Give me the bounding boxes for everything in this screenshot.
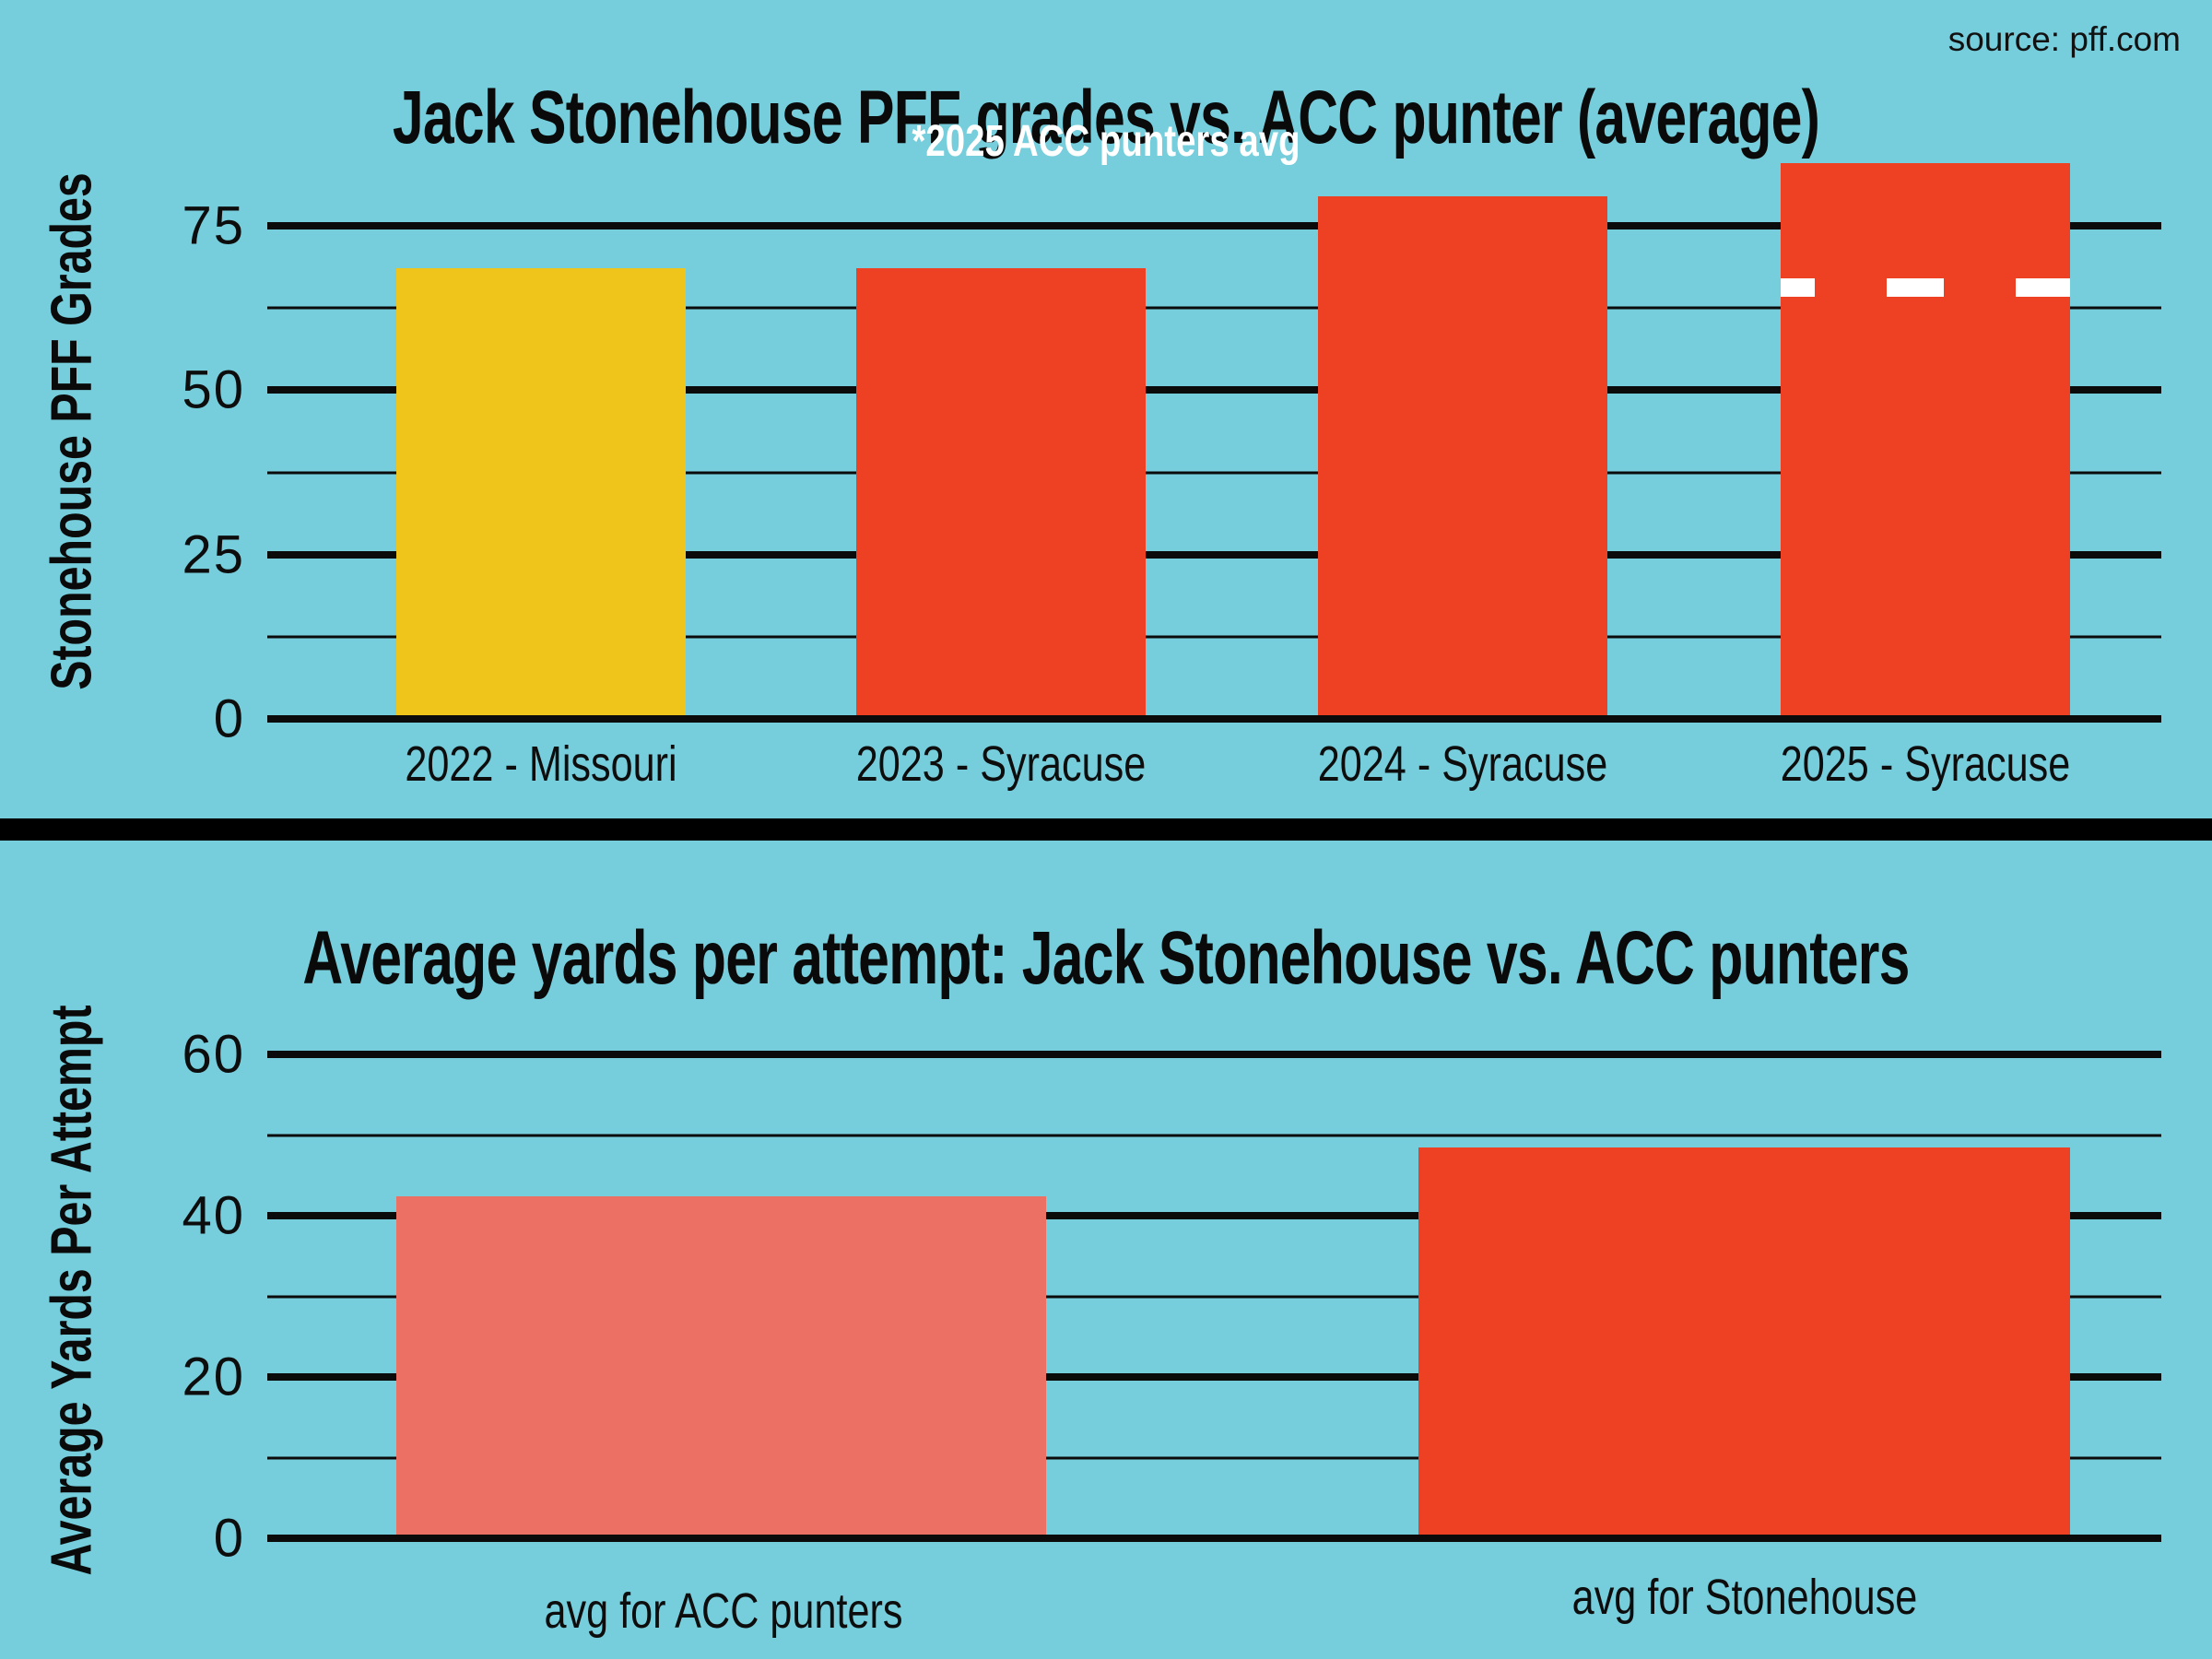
y-tick-label: 50 bbox=[182, 359, 245, 420]
y-tick-label: 0 bbox=[213, 688, 245, 749]
minor-gridline bbox=[267, 1134, 2161, 1136]
bottom-plot-area: 0 20 40 60 avg for ACC punters avg for Stone… bbox=[182, 1025, 2161, 1639]
major-gridline: 75 bbox=[182, 196, 2161, 256]
bar bbox=[1318, 195, 1607, 715]
y-tick-label: 25 bbox=[182, 524, 245, 585]
top-chart-title: Jack Stonehouse PFF grades vs. ACC punte… bbox=[392, 75, 1820, 159]
section-divider bbox=[0, 818, 2212, 841]
acc-average-dashed-line bbox=[1781, 278, 2070, 298]
top-chart-subtitle: *2025 ACC punters avg bbox=[912, 117, 1300, 166]
y-tick-label: 60 bbox=[182, 1024, 245, 1085]
source-note: source: pff.com bbox=[1947, 20, 2181, 58]
x-category-label: avg for ACC punters bbox=[544, 1583, 903, 1639]
y-tick-label: 40 bbox=[182, 1185, 245, 1246]
top-y-axis-label-text: Stonehouse PFF Grades bbox=[40, 172, 104, 690]
x-category-label: 2024 - Syracuse bbox=[1317, 736, 1608, 792]
x-category-label: 2025 - Syracuse bbox=[1780, 736, 2071, 792]
bar bbox=[1781, 162, 2070, 715]
x-category-label: 2023 - Syracuse bbox=[855, 736, 1147, 792]
major-gridline: 20 bbox=[182, 1347, 2161, 1407]
bar bbox=[1418, 1147, 2070, 1535]
y-tick-label: 20 bbox=[182, 1347, 245, 1407]
top-plot-area: 0 25 50 75 2022 - Missouri 2023 - Syracuse 20… bbox=[182, 144, 2161, 792]
x-category-label: avg for Stonehouse bbox=[1571, 1570, 1918, 1625]
bars bbox=[267, 144, 2161, 719]
bar bbox=[856, 268, 1146, 715]
major-gridline: 0 bbox=[214, 689, 2161, 749]
bottom-y-axis-label: Average Yards Per Attempt bbox=[40, 924, 105, 1656]
top-y-axis-label: Stonehouse PFF Grades bbox=[40, 100, 105, 763]
major-gridline: 0 bbox=[214, 1509, 2161, 1569]
bar bbox=[396, 268, 686, 715]
major-gridline: 60 bbox=[182, 1025, 2161, 1085]
minor-gridline bbox=[267, 1456, 2161, 1459]
major-gridline: 50 bbox=[182, 360, 2161, 420]
minor-gridline bbox=[267, 1295, 2161, 1298]
bars bbox=[267, 1054, 2161, 1538]
minor-gridline bbox=[267, 306, 2161, 310]
minor-gridline bbox=[267, 635, 2161, 639]
major-gridline: 40 bbox=[182, 1186, 2161, 1246]
y-tick-label: 75 bbox=[182, 195, 245, 256]
bottom-y-axis-label-text: Average Yards Per Attempt bbox=[40, 1005, 104, 1576]
y-tick-label: 0 bbox=[213, 1508, 245, 1569]
bar bbox=[396, 1195, 1046, 1535]
x-category-label: 2022 - Missouri bbox=[405, 736, 677, 792]
minor-gridline bbox=[267, 471, 2161, 475]
bottom-chart-title: Average yards per attempt: Jack Stonehou… bbox=[302, 915, 1910, 1000]
major-gridline: 25 bbox=[182, 524, 2161, 584]
